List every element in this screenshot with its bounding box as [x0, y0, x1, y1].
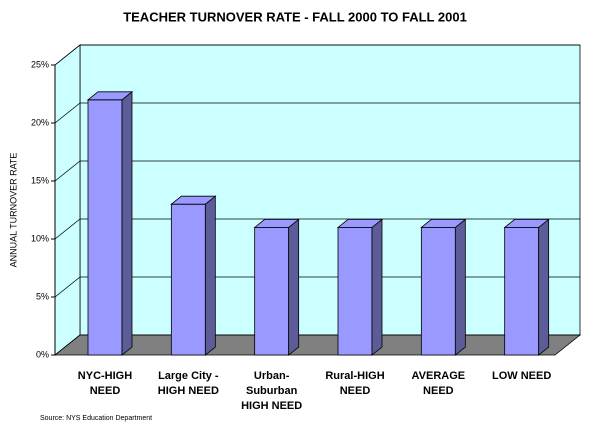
bar [503, 218, 550, 356]
grid-line [54, 276, 81, 298]
bar-side [454, 218, 466, 356]
x-tick-label: LOW NEED [492, 370, 552, 382]
bar-top [420, 218, 467, 228]
y-tick-label: 0% [36, 349, 49, 359]
y-tick-label: 25% [31, 59, 49, 69]
y-axis-label: ANNUAL TURNOVER RATE [8, 153, 18, 268]
bar [253, 218, 300, 356]
grid-line [54, 160, 81, 182]
grid-line [54, 44, 81, 66]
x-tick-label: Urban- Suburban HIGH NEED [241, 370, 303, 412]
bar-side [204, 195, 216, 356]
y-tick-label: 5% [36, 291, 49, 301]
bar-top [170, 195, 217, 205]
grid-line [54, 334, 81, 356]
bar-front [504, 226, 540, 356]
bar-front [337, 226, 373, 356]
bar [420, 218, 467, 356]
y-tick-label: 15% [31, 175, 49, 185]
grid-line [54, 218, 81, 240]
bar-top [336, 218, 384, 228]
bar-front [420, 226, 456, 356]
bar-top [86, 91, 134, 101]
x-tick-label: Large City - HIGH NEED [157, 370, 219, 397]
bar [86, 90, 134, 356]
bar-side [538, 218, 550, 356]
bar-side [288, 218, 300, 356]
bar-side [371, 218, 383, 356]
floor [53, 334, 582, 356]
chart-title: TEACHER TURNOVER RATE - FALL 2000 TO FAL… [123, 9, 467, 24]
bar [336, 218, 384, 356]
bar-side [121, 90, 133, 356]
source: Source: NYS Education Department [40, 415, 152, 422]
x-tick-label: NYC-HIGH NEED [77, 370, 133, 397]
bar-front [254, 226, 290, 356]
x-tick-label: AVERAGE NEED [411, 370, 466, 397]
x-tick-label: Rural-HIGH NEED [325, 370, 385, 397]
bar-top [503, 218, 550, 228]
grid-line [54, 102, 81, 124]
y-tick-label: 10% [31, 233, 49, 243]
bar-front [87, 99, 123, 356]
bar-front [170, 203, 206, 356]
side-wall [54, 44, 81, 356]
bar [170, 195, 217, 356]
y-tick-label: 20% [31, 117, 49, 127]
bar-top [253, 218, 300, 228]
